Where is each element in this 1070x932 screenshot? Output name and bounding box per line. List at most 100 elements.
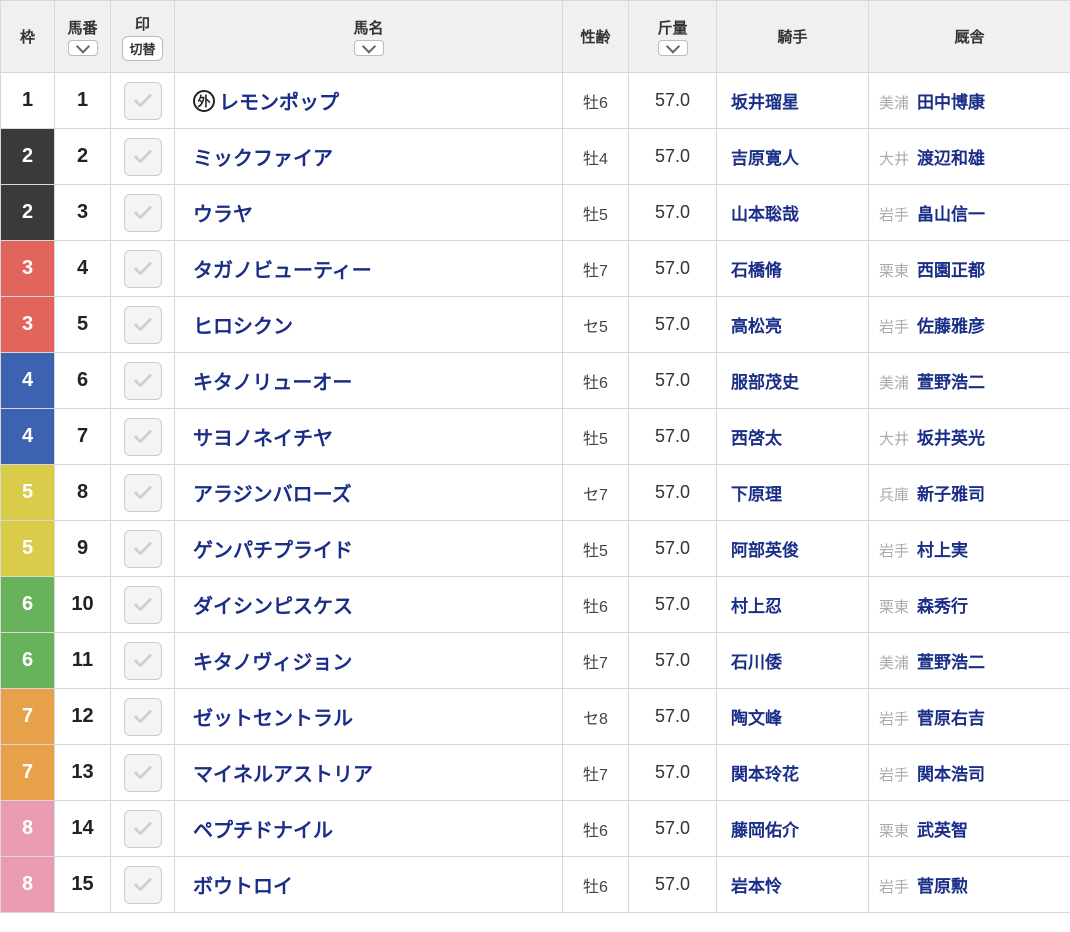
horse-name-link[interactable]: ダイシンピスケス (193, 590, 353, 619)
mark-checkbox[interactable] (124, 306, 162, 344)
mark-checkbox[interactable] (124, 586, 162, 624)
jockey-link[interactable]: 関本玲花 (717, 745, 869, 801)
mark-checkbox[interactable] (124, 362, 162, 400)
horse-name-link[interactable]: タガノビューティー (193, 254, 372, 283)
trainer-link[interactable]: 関本浩司 (917, 765, 985, 784)
sexage-cell: 牡7 (563, 633, 629, 689)
table-row: 815ボウトロイ牡657.0岩本怜岩手菅原勲 (1, 857, 1070, 913)
horse-name-link[interactable]: ヒロシクン (193, 310, 293, 339)
jockey-link[interactable]: 阿部英俊 (717, 521, 869, 577)
horse-name-link[interactable]: 外レモンポップ (193, 86, 339, 115)
horse-name-link[interactable]: キタノヴィジョン (193, 646, 352, 675)
mark-checkbox[interactable] (124, 82, 162, 120)
weight-cell: 57.0 (629, 633, 717, 689)
jockey-link[interactable]: 坂井瑠星 (717, 73, 869, 129)
jockey-link[interactable]: 西啓太 (717, 409, 869, 465)
mark-checkbox[interactable] (124, 698, 162, 736)
trainer-location: 栗東 (879, 599, 909, 616)
mark-checkbox[interactable] (124, 530, 162, 568)
horse-name-link[interactable]: ペプチドナイル (193, 814, 333, 843)
col-header-trainer[interactable]: 厩舎 (869, 1, 1070, 73)
trainer-link[interactable]: 菅原勲 (917, 877, 968, 896)
horse-name-link[interactable]: マイネルアストリア (193, 758, 373, 787)
horse-name-text: ミックファイア (193, 142, 333, 171)
chevron-down-icon[interactable] (68, 40, 98, 56)
table-row: 23ウラヤ牡557.0山本聡哉岩手畠山信一 (1, 185, 1070, 241)
trainer-cell: 岩手村上実 (869, 521, 1070, 577)
mark-checkbox[interactable] (124, 474, 162, 512)
mark-checkbox[interactable] (124, 754, 162, 792)
waku-cell: 3 (1, 241, 55, 297)
mark-checkbox[interactable] (124, 250, 162, 288)
horse-name-link[interactable]: ボウトロイ (193, 870, 293, 899)
trainer-location: 美浦 (879, 95, 909, 112)
weight-cell: 57.0 (629, 297, 717, 353)
mark-toggle-button[interactable]: 切替 (122, 36, 162, 61)
horse-name-link[interactable]: ミックファイア (193, 142, 333, 171)
trainer-link[interactable]: 萱野浩二 (917, 373, 985, 392)
jockey-link[interactable]: 岩本怜 (717, 857, 869, 913)
jockey-link[interactable]: 石橋脩 (717, 241, 869, 297)
table-row: 610ダイシンピスケス牡657.0村上忍栗東森秀行 (1, 577, 1070, 633)
mark-checkbox[interactable] (124, 866, 162, 904)
mark-cell (111, 297, 175, 353)
horse-name-link[interactable]: ゼットセントラル (193, 702, 353, 731)
jockey-link[interactable]: 藤岡佑介 (717, 801, 869, 857)
col-header-sexage[interactable]: 性齢 (563, 1, 629, 73)
weight-cell: 57.0 (629, 745, 717, 801)
trainer-link[interactable]: 佐藤雅彦 (917, 317, 985, 336)
jockey-link[interactable]: 吉原寛人 (717, 129, 869, 185)
mark-checkbox[interactable] (124, 194, 162, 232)
col-header-name[interactable]: 馬名 (175, 1, 563, 73)
mark-checkbox[interactable] (124, 642, 162, 680)
jockey-link[interactable]: 下原理 (717, 465, 869, 521)
jockey-link[interactable]: 山本聡哉 (717, 185, 869, 241)
mark-cell (111, 73, 175, 129)
trainer-link[interactable]: 西園正都 (917, 261, 985, 280)
trainer-location: 美浦 (879, 375, 909, 392)
trainer-link[interactable]: 菅原右吉 (917, 709, 985, 728)
trainer-link[interactable]: 新子雅司 (917, 485, 985, 504)
umaban-cell: 7 (55, 409, 111, 465)
jockey-link[interactable]: 高松亮 (717, 297, 869, 353)
table-row: 11外レモンポップ牡657.0坂井瑠星美浦田中博康 (1, 73, 1070, 129)
col-header-jockey[interactable]: 騎手 (717, 1, 869, 73)
trainer-link[interactable]: 森秀行 (917, 597, 968, 616)
mark-cell (111, 129, 175, 185)
umaban-cell: 6 (55, 353, 111, 409)
jockey-link[interactable]: 服部茂史 (717, 353, 869, 409)
jockey-link[interactable]: 陶文峰 (717, 689, 869, 745)
table-row: 814ペプチドナイル牡657.0藤岡佑介栗東武英智 (1, 801, 1070, 857)
jockey-link[interactable]: 石川倭 (717, 633, 869, 689)
waku-cell: 4 (1, 409, 55, 465)
mark-checkbox[interactable] (124, 810, 162, 848)
horse-name-link[interactable]: アラジンバローズ (193, 478, 352, 507)
waku-cell: 3 (1, 297, 55, 353)
trainer-cell: 岩手関本浩司 (869, 745, 1070, 801)
col-header-weight[interactable]: 斤量 (629, 1, 717, 73)
mark-checkbox[interactable] (124, 418, 162, 456)
jockey-link[interactable]: 村上忍 (717, 577, 869, 633)
chevron-down-icon[interactable] (354, 40, 384, 56)
foreign-badge-icon: 外 (193, 90, 215, 112)
trainer-link[interactable]: 田中博康 (917, 93, 985, 112)
horse-name-link[interactable]: ウラヤ (193, 198, 253, 227)
umaban-cell: 14 (55, 801, 111, 857)
col-header-waku[interactable]: 枠 (1, 1, 55, 73)
horse-name-link[interactable]: ゲンパチプライド (193, 534, 353, 563)
waku-cell: 8 (1, 857, 55, 913)
trainer-link[interactable]: 武英智 (917, 821, 968, 840)
trainer-link[interactable]: 萱野浩二 (917, 653, 985, 672)
horse-name-text: ペプチドナイル (193, 814, 333, 843)
trainer-link[interactable]: 渡辺和雄 (917, 149, 985, 168)
col-header-umaban[interactable]: 馬番 (55, 1, 111, 73)
chevron-down-icon[interactable] (658, 40, 688, 56)
horse-name-link[interactable]: サヨノネイチヤ (193, 422, 333, 451)
trainer-cell: 岩手菅原勲 (869, 857, 1070, 913)
mark-checkbox[interactable] (124, 138, 162, 176)
trainer-link[interactable]: 村上実 (917, 541, 968, 560)
trainer-link[interactable]: 坂井英光 (917, 429, 985, 448)
table-row: 713マイネルアストリア牡757.0関本玲花岩手関本浩司 (1, 745, 1070, 801)
horse-name-link[interactable]: キタノリューオー (193, 366, 352, 395)
trainer-link[interactable]: 畠山信一 (917, 205, 985, 224)
